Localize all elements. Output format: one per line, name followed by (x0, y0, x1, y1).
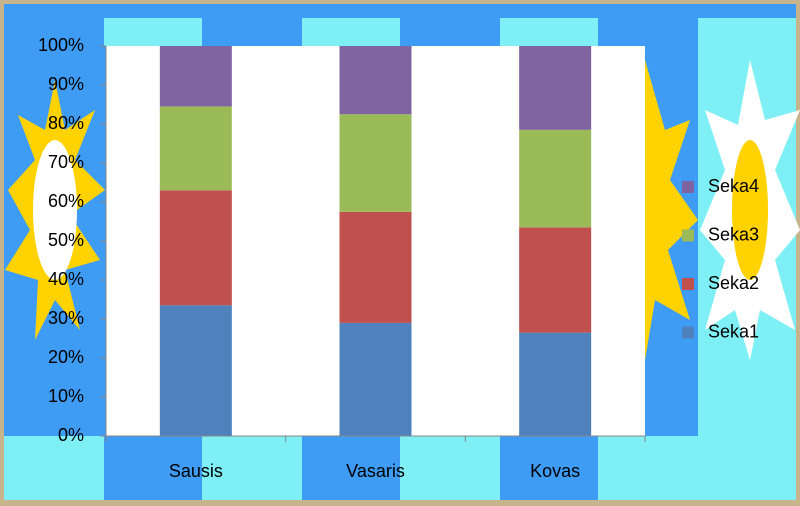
bar-segment (519, 332, 592, 436)
bar-segment (519, 227, 592, 333)
legend-swatch (682, 326, 694, 339)
x-tick-label: Kovas (530, 461, 580, 481)
bar-segment (339, 114, 412, 212)
y-tick-label: 100% (38, 35, 84, 55)
y-tick-label: 0% (58, 425, 84, 445)
legend-swatch (682, 181, 694, 193)
x-tick-label: Sausis (169, 461, 223, 481)
legend-swatch (682, 229, 694, 242)
bar-segment (159, 305, 232, 436)
y-tick-label: 90% (48, 74, 84, 94)
bar-segment (159, 106, 232, 191)
y-tick-label: 30% (48, 308, 84, 328)
y-tick-label: 50% (48, 230, 84, 250)
bar-segment (519, 129, 592, 228)
y-tick-label: 10% (48, 386, 84, 406)
bar-segment (159, 46, 232, 107)
bar-segment (519, 46, 592, 130)
legend-label: Seka2 (708, 273, 759, 293)
legend-label: Seka4 (708, 176, 759, 196)
bar-segment (339, 322, 412, 436)
y-tick-label: 20% (48, 347, 84, 367)
legend-swatch (682, 278, 694, 290)
x-tick-label: Vasaris (346, 461, 405, 481)
bar-segment (339, 211, 412, 323)
decoration (4, 18, 800, 500)
bar-segment (339, 46, 412, 115)
y-tick-label: 80% (48, 113, 84, 133)
y-tick-label: 70% (48, 152, 84, 172)
y-tick-label: 60% (48, 191, 84, 211)
y-tick-label: 40% (48, 269, 84, 289)
legend-label: Seka3 (708, 224, 759, 244)
bar-segment (159, 190, 232, 306)
legend-label: Seka1 (708, 321, 759, 341)
